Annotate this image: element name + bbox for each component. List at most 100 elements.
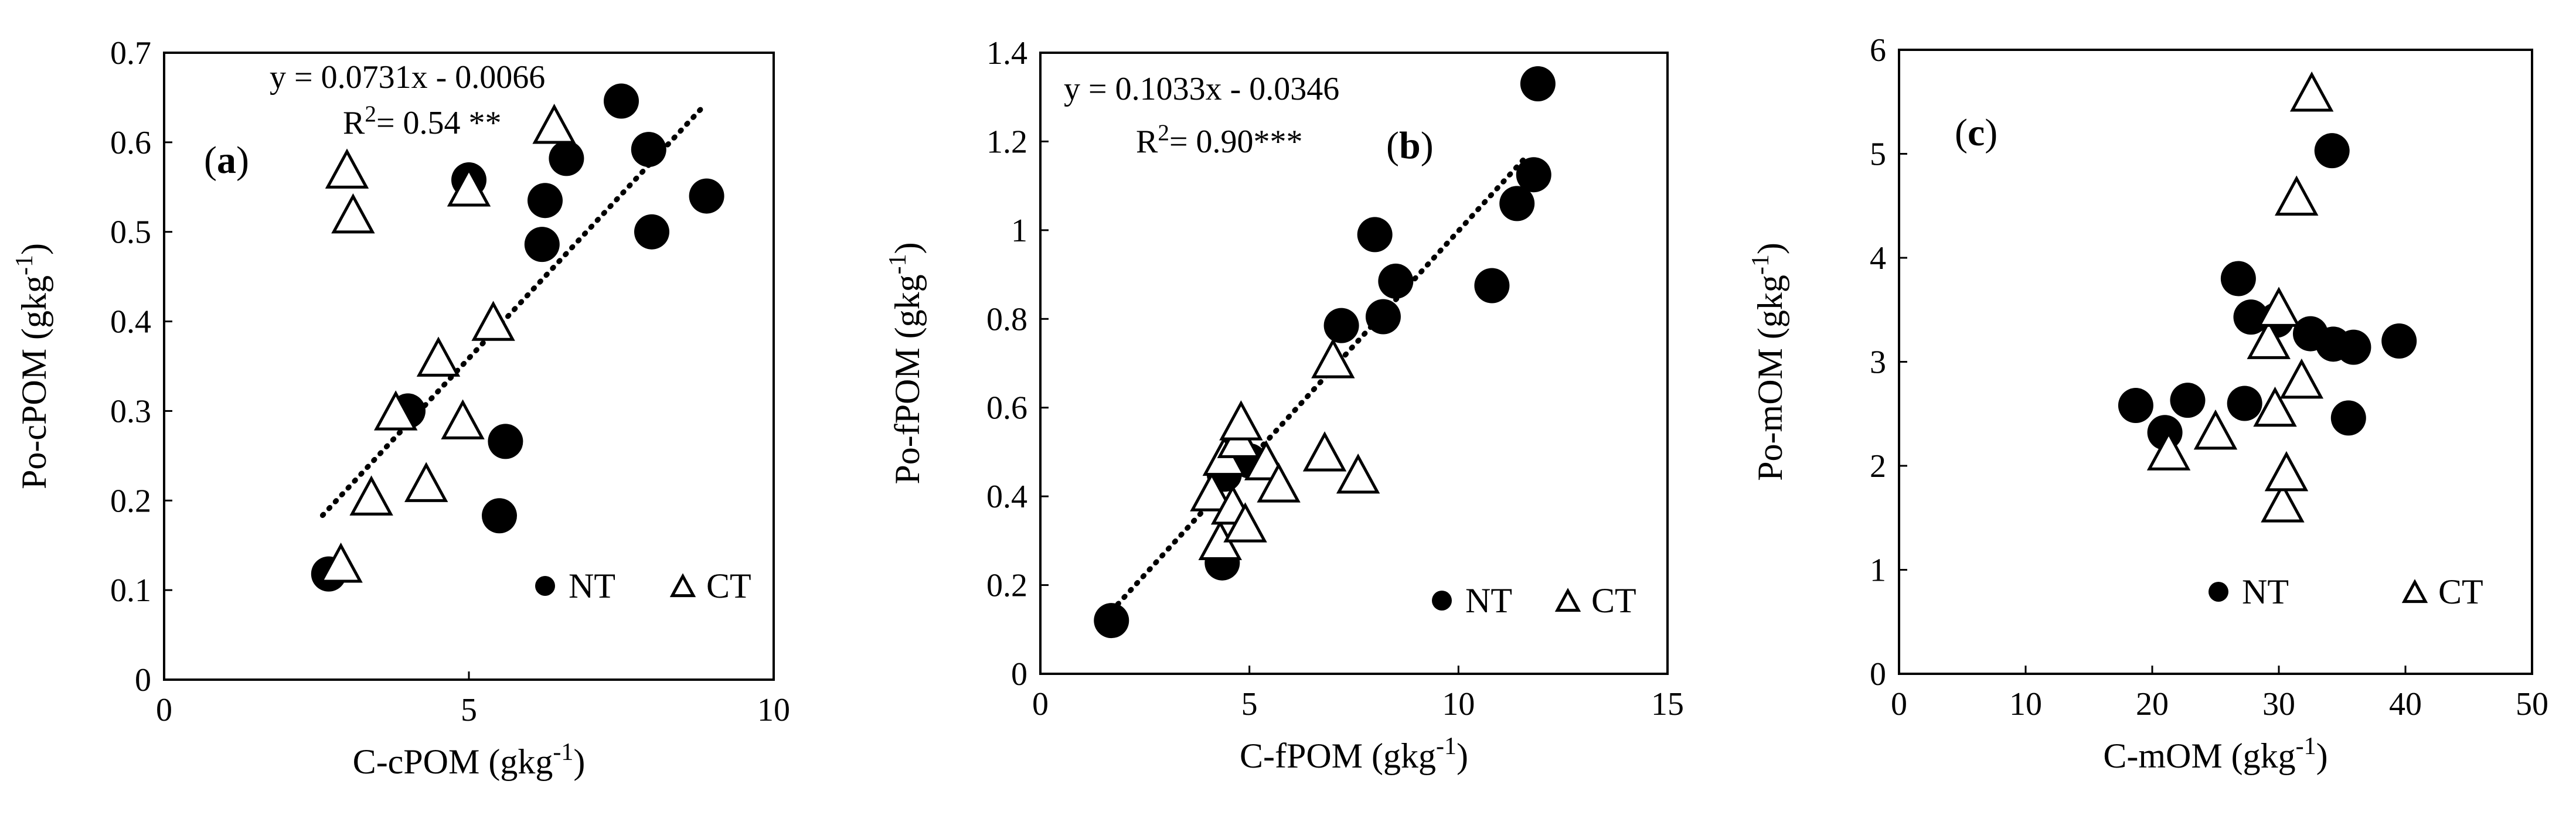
- y-tick-label: 1: [1011, 213, 1027, 249]
- plot-frame: [1039, 52, 1669, 675]
- r-squared: R2= 0.54 **: [343, 101, 502, 142]
- panel-label: (a): [204, 139, 249, 182]
- data-point-nt: [2330, 400, 2366, 436]
- x-axis-title-close: ): [2316, 736, 2328, 775]
- x-axis-title-text: C-cPOM (gkg: [353, 742, 553, 781]
- x-axis-title-text: C-fPOM (gkg: [1240, 736, 1436, 775]
- panel-label-letter: b: [1399, 124, 1421, 167]
- data-point-nt: [1365, 299, 1401, 335]
- data-point-ct: [1311, 338, 1355, 379]
- y-tick-label: 0: [1870, 656, 1886, 693]
- panel-a: 00.10.20.30.40.50.60.70 5 10C-cPOM (gkg-1)…: [11, 35, 790, 781]
- data-point-nt: [2336, 329, 2371, 365]
- data-point-ct: [1190, 471, 1234, 512]
- data-point-ct: [416, 336, 461, 377]
- legend-nt-label: NT: [569, 567, 615, 605]
- data-point-ct: [1257, 462, 1301, 503]
- regression-equation: y = 0.1033x - 0.0346: [1064, 71, 1339, 107]
- series-ct: [1190, 338, 1380, 561]
- x-axis-title: C-fPOM (gkg-1): [1240, 733, 1468, 775]
- data-point-ct: [325, 148, 369, 189]
- y-tick-label: 0.6: [986, 390, 1027, 427]
- legend-ct-marker: [669, 573, 696, 598]
- y-axis-title-close: ): [1751, 243, 1789, 254]
- data-point-ct: [2253, 386, 2297, 427]
- data-point-nt: [524, 227, 560, 262]
- data-point-nt: [689, 178, 724, 214]
- panel-label-letter: c: [1968, 111, 1985, 154]
- y-axis-title-close: ): [15, 243, 53, 255]
- panel-label-open: (: [204, 139, 217, 182]
- y-tick-label: 0: [135, 662, 151, 698]
- y-tick-label: 4: [1870, 240, 1886, 277]
- y-tick-label: 1: [1870, 553, 1886, 589]
- data-point-nt: [2314, 133, 2350, 169]
- trendline: [1108, 155, 1528, 614]
- data-point-ct: [2261, 482, 2305, 523]
- data-point-nt: [488, 424, 523, 459]
- data-point-nt: [1357, 217, 1393, 253]
- data-point-ct: [2275, 175, 2319, 216]
- data-point-ct: [1336, 453, 1380, 494]
- y-tick-label: 3: [1870, 345, 1886, 381]
- data-point-nt: [2381, 323, 2417, 359]
- y-tick-label: 1.2: [986, 124, 1027, 160]
- y-axis-title: Po-mOM (gkg-1): [1747, 243, 1789, 481]
- x-tick-label: 50: [2516, 686, 2548, 722]
- x-tick-label: 10: [1442, 686, 1475, 722]
- y-tick-label: 0.8: [986, 301, 1027, 337]
- y-tick-label: 0.1: [110, 572, 151, 609]
- r2-sup: 2: [1158, 120, 1169, 145]
- series-ct: [2146, 71, 2334, 523]
- y-axis-title-text: Po-mOM (gkg: [1751, 275, 1789, 481]
- panel-label-open: (: [1955, 111, 1968, 154]
- y-tick-label: 0.4: [986, 479, 1027, 515]
- x-axis-title-sup: -1: [1436, 733, 1457, 760]
- legend: NT CT: [2209, 572, 2483, 611]
- data-point-ct: [373, 390, 418, 431]
- y-axis-title: Po-cPOM (gkg-1): [11, 243, 53, 489]
- data-point-nt: [1323, 308, 1359, 343]
- data-point-ct: [2279, 358, 2324, 399]
- y-axis-title-sup: -1: [11, 255, 38, 275]
- x-tick-label: 15: [1651, 686, 1684, 722]
- x-axis-title-sup: -1: [553, 739, 573, 766]
- y-tick-label: 0.7: [110, 35, 151, 71]
- x-axis-title: C-mOM (gkg-1): [2103, 733, 2327, 775]
- data-point-nt: [1499, 186, 1535, 221]
- data-point-ct: [471, 301, 515, 341]
- legend-ct-label: CT: [1591, 581, 1636, 620]
- x-tick-label: 10: [2009, 686, 2042, 722]
- x-axis-title: C-cPOM (gkg-1): [353, 739, 586, 781]
- r2-prefix: R: [1136, 124, 1158, 160]
- x-tick-label: 0: [1891, 686, 1907, 722]
- legend-ct-marker: [1554, 588, 1581, 612]
- data-point-nt: [528, 183, 563, 219]
- x-tick-label: 5: [461, 692, 477, 728]
- panel-label-close: ): [1985, 111, 1997, 154]
- data-point-nt: [1474, 268, 1510, 304]
- legend-nt-marker: [535, 576, 555, 596]
- y-axis-title-sup: -1: [1747, 254, 1774, 275]
- y-tick-label: 1.4: [986, 35, 1027, 71]
- data-point-nt: [631, 132, 666, 168]
- data-point-nt: [604, 83, 639, 119]
- x-axis-title-close: ): [573, 742, 585, 781]
- panel-label-open: (: [1386, 124, 1399, 167]
- data-point-ct: [331, 193, 375, 234]
- data-point-nt: [1378, 263, 1414, 299]
- legend-ct-label: CT: [706, 567, 751, 605]
- series-nt: [1094, 66, 1556, 639]
- data-point-ct: [1223, 502, 1267, 543]
- y-axis-title-sup: -1: [884, 254, 911, 274]
- legend-nt-label: NT: [2242, 572, 2289, 611]
- r-squared: R2= 0.90***: [1136, 120, 1303, 161]
- x-axis-title-sup: -1: [2296, 733, 2316, 760]
- r2-value: = 0.54 **: [376, 105, 502, 141]
- data-point-ct: [404, 462, 448, 502]
- data-point-nt: [2118, 388, 2153, 424]
- y-tick-label: 0.2: [110, 483, 151, 519]
- data-point-ct: [349, 475, 393, 516]
